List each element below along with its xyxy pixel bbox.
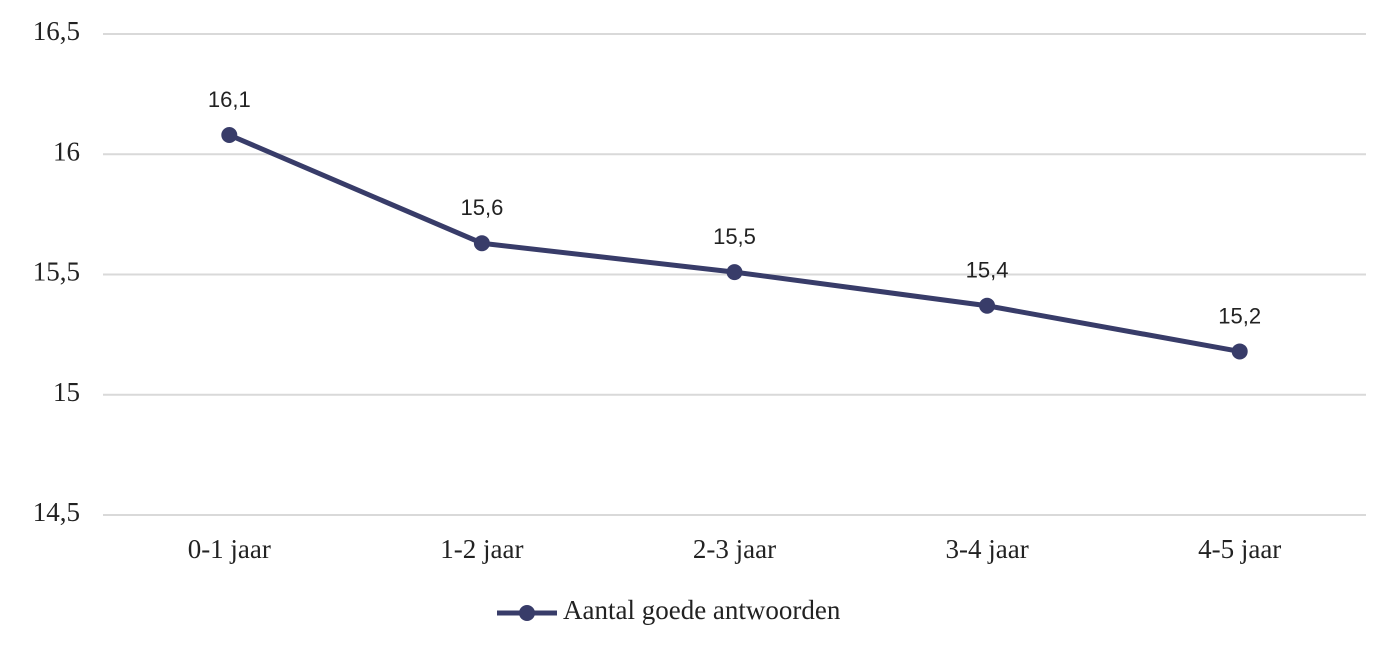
legend-marker bbox=[519, 605, 535, 621]
x-tick-label: 1-2 jaar bbox=[440, 534, 523, 564]
data-label: 15,4 bbox=[966, 258, 1009, 283]
x-tick-label: 0-1 jaar bbox=[188, 534, 271, 564]
data-point bbox=[473, 235, 490, 252]
data-label: 15,2 bbox=[1218, 303, 1261, 328]
y-tick-label: 16,5 bbox=[33, 16, 80, 46]
y-tick-label: 15,5 bbox=[33, 257, 80, 287]
data-point bbox=[726, 264, 743, 281]
y-tick-label: 15 bbox=[53, 377, 80, 407]
data-label: 15,5 bbox=[713, 224, 756, 249]
y-tick-label: 14,5 bbox=[33, 497, 80, 527]
x-tick-label: 4-5 jaar bbox=[1198, 534, 1281, 564]
data-point bbox=[221, 127, 238, 144]
legend-label: Aantal goede antwoorden bbox=[563, 595, 841, 625]
x-tick-label: 2-3 jaar bbox=[693, 534, 776, 564]
data-label: 16,1 bbox=[208, 87, 251, 112]
data-point bbox=[1231, 343, 1248, 360]
x-tick-label: 3-4 jaar bbox=[945, 534, 1028, 564]
y-tick-label: 16 bbox=[53, 136, 80, 166]
data-point bbox=[979, 297, 996, 314]
data-label: 15,6 bbox=[460, 195, 503, 220]
